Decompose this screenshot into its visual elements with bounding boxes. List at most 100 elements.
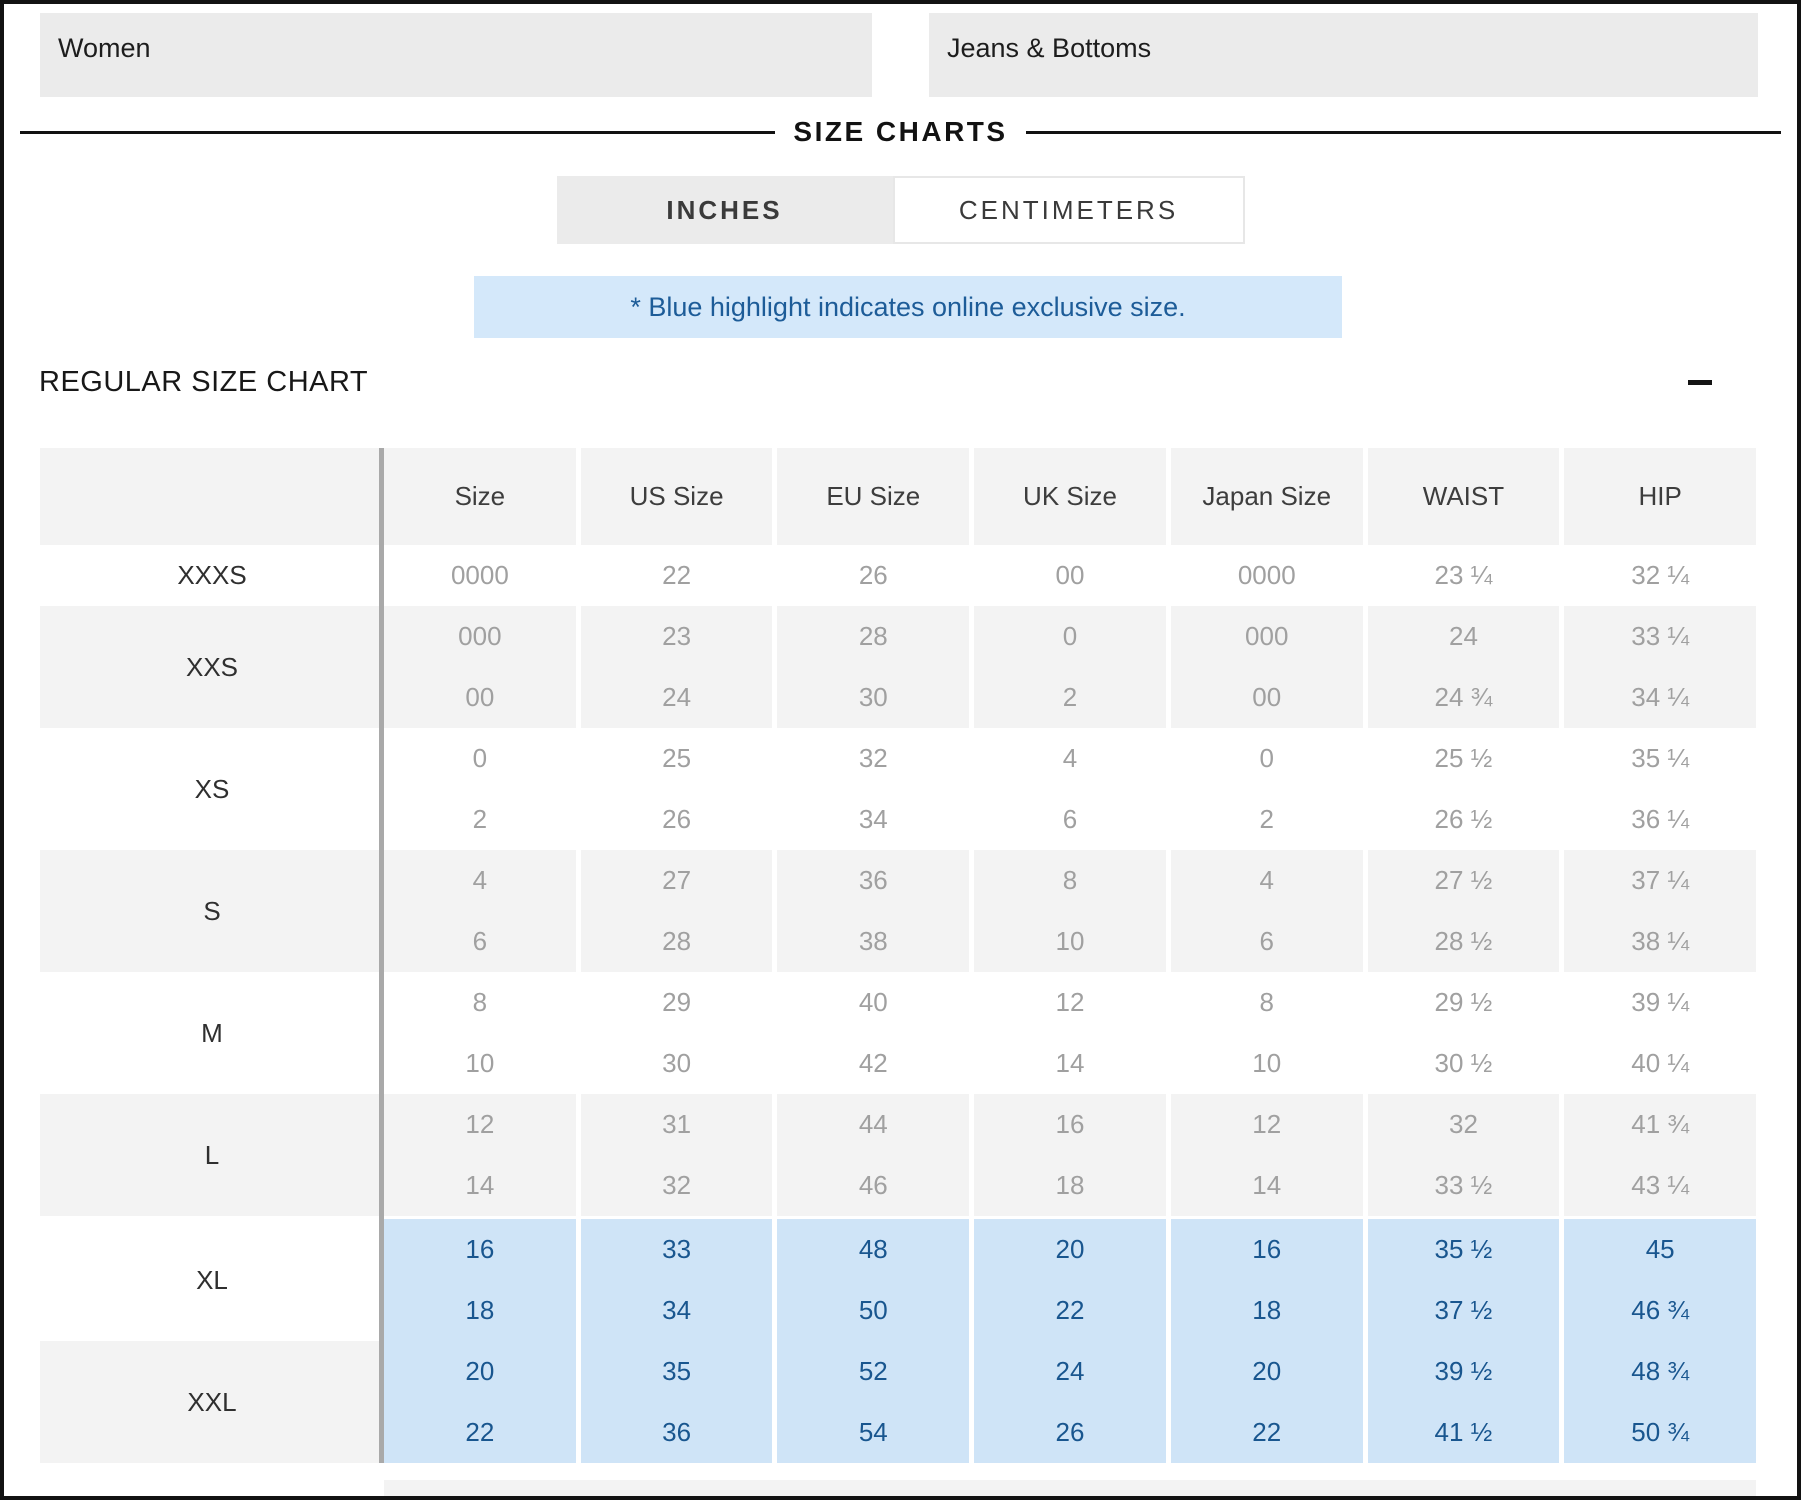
size-cell: 12 bbox=[384, 1094, 576, 1155]
size-cell: 42 bbox=[777, 1033, 970, 1094]
size-cell: 36 bbox=[777, 850, 970, 911]
size-cell: 14 bbox=[974, 1033, 1166, 1094]
size-cell: 26 bbox=[974, 1402, 1166, 1463]
size-cell: 00 bbox=[384, 667, 576, 728]
size-cell: 33 ½ bbox=[1367, 1155, 1560, 1216]
table-row: 000 23 28 0 000 24 33 ¼ bbox=[384, 606, 1757, 667]
size-group-band: M 8 29 40 12 8 29 ½ 39 ¼ 10 30 42 14 10 30 ½ 40 ¼ bbox=[40, 972, 1757, 1094]
table-row: 18 34 50 22 18 37 ½ 46 ¾ bbox=[384, 1280, 1757, 1341]
size-cell: 28 bbox=[777, 606, 970, 667]
size-cell: 8 bbox=[1170, 972, 1363, 1033]
size-group-label: XXS bbox=[40, 606, 384, 728]
tab-inches[interactable]: INCHES bbox=[556, 176, 893, 244]
size-cell: 39 ¼ bbox=[1564, 972, 1757, 1033]
size-group-label: XL bbox=[40, 1219, 384, 1341]
page-title: SIZE CHARTS bbox=[793, 116, 1008, 147]
table-row: 12 31 44 16 12 32 41 ¾ bbox=[384, 1094, 1757, 1155]
size-group-label: M bbox=[40, 972, 384, 1094]
table-row: 2 26 34 6 2 26 ½ 36 ¼ bbox=[384, 789, 1757, 850]
size-cell: 29 bbox=[580, 972, 773, 1033]
size-cell: 46 ¾ bbox=[1564, 1280, 1757, 1341]
size-cell: 50 ¾ bbox=[1564, 1402, 1757, 1463]
size-cell: 35 ¼ bbox=[1564, 728, 1757, 789]
size-cell: 30 bbox=[580, 1033, 773, 1094]
size-cell: 41 ½ bbox=[1367, 1402, 1560, 1463]
size-cell: 8 bbox=[384, 972, 576, 1033]
size-group-label: XXL bbox=[40, 1341, 384, 1463]
size-cell: 45 bbox=[1564, 1219, 1757, 1280]
size-group-label: XS bbox=[40, 728, 384, 850]
size-cell: 16 bbox=[1170, 1219, 1363, 1280]
size-cell: 00 bbox=[1170, 667, 1363, 728]
table-row: 16 33 48 20 16 35 ½ 45 bbox=[384, 1219, 1757, 1280]
size-cell: 2 bbox=[1170, 789, 1363, 850]
size-cell: 20 bbox=[974, 1219, 1166, 1280]
size-cell: 24 ¾ bbox=[1367, 667, 1560, 728]
size-group-band: L 12 31 44 16 12 32 41 ¾ 14 32 46 18 14 33 ½ 43 ¼ bbox=[40, 1094, 1757, 1216]
size-cell: 40 bbox=[777, 972, 970, 1033]
size-cell: 30 ½ bbox=[1367, 1033, 1560, 1094]
size-group-label: XXXS bbox=[40, 545, 384, 606]
size-cell: 4 bbox=[974, 728, 1166, 789]
column-header: US Size bbox=[580, 448, 773, 545]
size-cell: 28 ½ bbox=[1367, 911, 1560, 972]
size-cell: 18 bbox=[1170, 1280, 1363, 1341]
size-cell: 38 bbox=[777, 911, 970, 972]
size-group-label: S bbox=[40, 850, 384, 972]
size-cell: 24 bbox=[580, 667, 773, 728]
size-cell: 2 bbox=[384, 789, 576, 850]
size-cell: 25 ½ bbox=[1367, 728, 1560, 789]
size-cell: 30 bbox=[777, 667, 970, 728]
size-cell: 28 bbox=[580, 911, 773, 972]
size-group-band: XS 0 25 32 4 0 25 ½ 35 ¼ 2 26 34 6 2 26 ½ 36 ¼ bbox=[40, 728, 1757, 850]
size-cell: 0 bbox=[1170, 728, 1363, 789]
table-row: 6 28 38 10 6 28 ½ 38 ¼ bbox=[384, 911, 1757, 972]
divider-line-right bbox=[1025, 130, 1781, 134]
size-cell: 18 bbox=[974, 1155, 1166, 1216]
size-cell: 2 bbox=[974, 667, 1166, 728]
table-row: 0 25 32 4 0 25 ½ 35 ¼ bbox=[384, 728, 1757, 789]
table-row: 20 35 52 24 20 39 ½ 48 ¾ bbox=[384, 1341, 1757, 1402]
size-group-rows: 0 25 32 4 0 25 ½ 35 ¼ 2 26 34 6 2 26 ½ 36 ¼ bbox=[384, 728, 1757, 850]
size-group-rows: 4 27 36 8 4 27 ½ 37 ¼ 6 28 38 10 6 28 ½ 38 ¼ bbox=[384, 850, 1757, 972]
size-cell: 8 bbox=[974, 850, 1166, 911]
gender-select[interactable]: Women bbox=[40, 13, 872, 97]
size-cell: 24 bbox=[1367, 606, 1560, 667]
size-cell: 16 bbox=[974, 1094, 1166, 1155]
size-group-rows: 000 23 28 0 000 24 33 ¼ 00 24 30 2 00 24 ¾ 34 ¼ bbox=[384, 606, 1757, 728]
online-exclusive-note-text: * Blue highlight indicates online exclus… bbox=[630, 291, 1186, 322]
size-group-band: XXXS 0000 22 26 00 0000 23 ¼ 32 ¼ bbox=[40, 545, 1757, 606]
size-cell: 36 bbox=[580, 1402, 773, 1463]
size-cell: 41 ¾ bbox=[1564, 1094, 1757, 1155]
size-cell: 18 bbox=[384, 1280, 576, 1341]
column-header: UK Size bbox=[974, 448, 1166, 545]
size-cell: 23 ¼ bbox=[1367, 545, 1560, 606]
size-cell: 23 bbox=[580, 606, 773, 667]
size-cell: 20 bbox=[1170, 1341, 1363, 1402]
size-cell: 000 bbox=[384, 606, 576, 667]
size-group-rows: 12 31 44 16 12 32 41 ¾ 14 32 46 18 14 33 ½ 43 ¼ bbox=[384, 1094, 1757, 1216]
size-cell: 00 bbox=[974, 545, 1166, 606]
collapse-section-button[interactable] bbox=[1672, 360, 1728, 404]
size-cell: 16 bbox=[384, 1219, 576, 1280]
table-row: 0000 22 26 00 0000 23 ¼ 32 ¼ bbox=[384, 545, 1757, 606]
size-group-band: XXS 000 23 28 0 000 24 33 ¼ 00 24 30 2 00 24 ¾ 34 ¼ bbox=[40, 606, 1757, 728]
category-select[interactable]: Jeans & Bottoms bbox=[929, 13, 1758, 97]
tab-centimeters[interactable]: CENTIMETERS bbox=[892, 176, 1245, 244]
size-cell: 14 bbox=[1170, 1155, 1363, 1216]
size-cell: 0000 bbox=[384, 545, 576, 606]
size-cell: 22 bbox=[1170, 1402, 1363, 1463]
online-exclusive-note: * Blue highlight indicates online exclus… bbox=[474, 276, 1342, 338]
size-cell: 6 bbox=[974, 789, 1166, 850]
size-cell: 10 bbox=[974, 911, 1166, 972]
size-cell: 48 bbox=[777, 1219, 970, 1280]
size-cell: 10 bbox=[384, 1033, 576, 1094]
size-cell: 12 bbox=[974, 972, 1166, 1033]
size-cell: 6 bbox=[1170, 911, 1363, 972]
size-cell: 26 bbox=[777, 545, 970, 606]
next-section-partial bbox=[384, 1480, 1756, 1496]
size-cell: 35 bbox=[580, 1341, 773, 1402]
size-cell: 26 bbox=[580, 789, 773, 850]
table-header-label-cell bbox=[40, 448, 384, 545]
column-header: HIP bbox=[1564, 448, 1757, 545]
